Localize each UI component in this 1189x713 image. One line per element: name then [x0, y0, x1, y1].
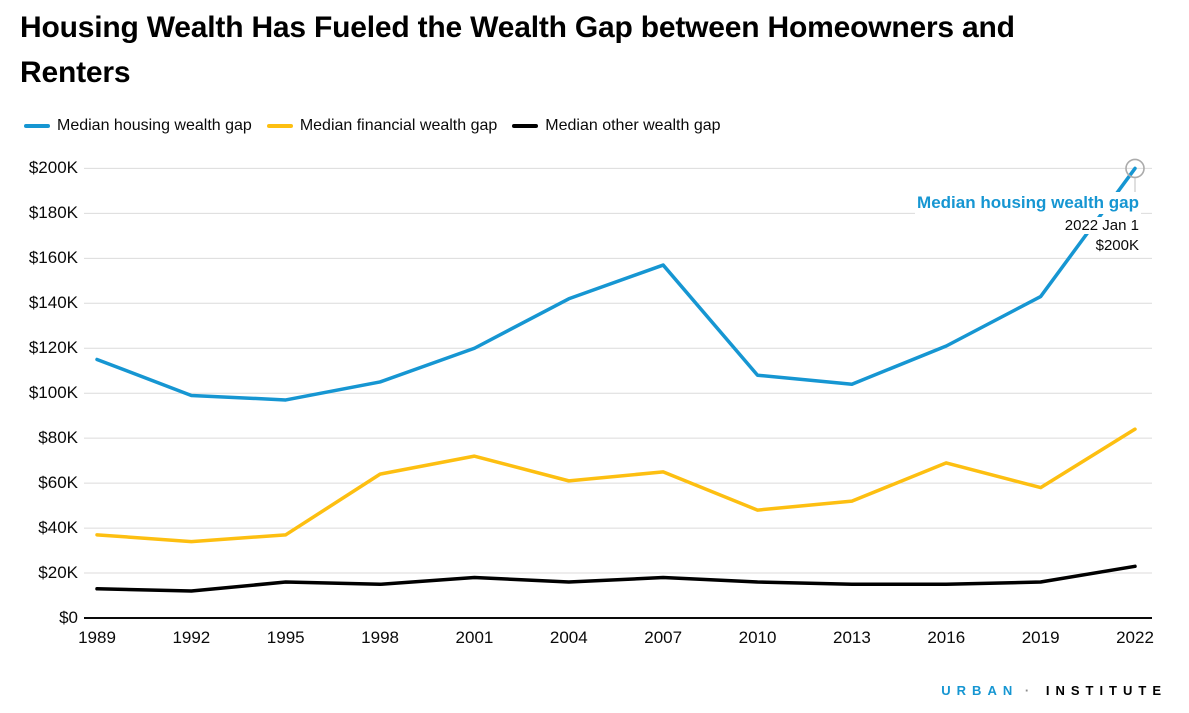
y-axis-tick-label: $60K	[38, 473, 78, 493]
y-axis-tick-label: $200K	[28, 158, 78, 178]
y-axis-tick-label: $120K	[28, 338, 78, 358]
y-axis-tick-label: $160K	[28, 248, 78, 268]
legend-item: Median financial wealth gap	[266, 117, 498, 135]
logo-word-institute: INSTITUTE	[1045, 683, 1167, 698]
chart-title-line1: Housing Wealth Has Fueled the Wealth Gap…	[20, 11, 1015, 44]
x-axis-tick-label: 2019	[1021, 628, 1060, 647]
x-axis-tick-label: 2016	[927, 628, 966, 647]
y-axis-tick-label: $80K	[38, 428, 78, 448]
series-line-1[interactable]	[95, 427, 1137, 544]
legend-label: Median other wealth gap	[545, 117, 721, 134]
y-axis-tick-label: $0	[59, 608, 78, 627]
legend-item: Median housing wealth gap	[24, 117, 252, 135]
y-axis-tick-label: $180K	[28, 203, 78, 223]
tooltip-value: $200K	[1093, 237, 1141, 254]
hover-point-marker[interactable]	[1125, 158, 1145, 179]
logo-dot-separator: ·	[1024, 683, 1036, 698]
y-axis-tick-label: $20K	[38, 563, 78, 583]
x-axis-tick-label: 2004	[549, 628, 588, 647]
x-axis-tick-label: 2013	[832, 628, 871, 647]
x-axis-tick-label: 2022	[1116, 628, 1154, 647]
legend-swatch	[24, 124, 50, 128]
hover-tooltip: Median housing wealth gap 2022 Jan 1 $20…	[915, 192, 1141, 254]
x-axis-tick-label: 2001	[455, 628, 494, 647]
legend-swatch	[266, 124, 293, 128]
legend-swatch	[512, 124, 539, 128]
series-line-2[interactable]	[95, 564, 1137, 593]
x-axis-tick-label: 1992	[172, 628, 211, 647]
logo-word-urban: URBAN	[941, 683, 1019, 698]
series-line-0[interactable]	[95, 166, 1137, 402]
y-axis-tick-label: $40K	[38, 518, 78, 538]
urban-institute-logo: URBAN · INSTITUTE	[941, 683, 1167, 698]
legend-label: Median financial wealth gap	[299, 117, 498, 134]
tooltip-date: 2022 Jan 1	[1062, 217, 1141, 234]
y-axis-tick-label: $140K	[28, 293, 78, 313]
y-axis-tick-label: $100K	[28, 383, 78, 403]
x-axis-tick-label: 2007	[644, 628, 683, 647]
x-axis-tick-label: 1989	[78, 628, 116, 647]
chart-legend: Median housing wealth gap Median financia…	[24, 117, 721, 135]
legend-item: Median other wealth gap	[512, 117, 721, 135]
x-axis-tick-label: 1995	[266, 628, 305, 647]
legend-label: Median housing wealth gap	[57, 117, 252, 134]
chart-title-line2: Renters	[20, 56, 131, 89]
chart-title: Housing Wealth Has Fueled the Wealth Gap…	[20, 5, 1180, 95]
x-axis-tick-label: 1998	[361, 628, 399, 647]
tooltip-series-label: Median housing wealth gap	[915, 192, 1141, 214]
x-axis-tick-label: 2010	[738, 628, 777, 647]
